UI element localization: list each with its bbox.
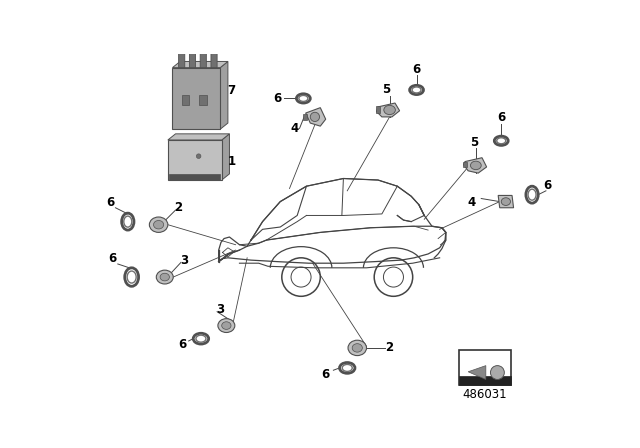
Ellipse shape xyxy=(221,322,231,329)
Text: 4: 4 xyxy=(468,196,476,209)
Text: 1: 1 xyxy=(228,155,236,168)
Text: 2: 2 xyxy=(385,341,394,354)
Bar xyxy=(303,114,307,120)
Ellipse shape xyxy=(218,319,235,332)
Ellipse shape xyxy=(160,273,170,281)
Ellipse shape xyxy=(149,217,168,233)
Polygon shape xyxy=(376,103,399,117)
Text: 6: 6 xyxy=(108,252,116,265)
Text: 5: 5 xyxy=(470,136,479,149)
Text: 3: 3 xyxy=(216,303,224,316)
Text: 6: 6 xyxy=(321,367,330,381)
Polygon shape xyxy=(221,134,230,180)
Bar xyxy=(463,162,467,167)
Bar xyxy=(172,68,220,129)
Bar xyxy=(376,106,380,113)
Polygon shape xyxy=(172,61,228,68)
Circle shape xyxy=(196,154,201,159)
Polygon shape xyxy=(468,366,486,379)
Text: 6: 6 xyxy=(107,196,115,209)
Polygon shape xyxy=(211,51,217,68)
Text: 4: 4 xyxy=(291,122,299,135)
Polygon shape xyxy=(498,195,513,208)
Polygon shape xyxy=(179,51,185,68)
Ellipse shape xyxy=(154,220,164,229)
Text: 6: 6 xyxy=(273,92,282,105)
Polygon shape xyxy=(200,51,206,68)
Text: 6: 6 xyxy=(179,338,187,351)
Text: 6: 6 xyxy=(412,63,420,76)
Text: 2: 2 xyxy=(174,201,182,214)
Bar xyxy=(459,350,511,385)
Text: 6: 6 xyxy=(543,179,552,192)
Text: 5: 5 xyxy=(381,83,390,96)
Ellipse shape xyxy=(470,161,481,170)
Polygon shape xyxy=(306,108,326,126)
Text: 486031: 486031 xyxy=(463,388,508,401)
Polygon shape xyxy=(168,134,230,140)
Text: 3: 3 xyxy=(180,254,188,267)
Ellipse shape xyxy=(348,340,367,356)
Text: 7: 7 xyxy=(228,84,236,97)
Bar xyxy=(182,95,189,104)
Ellipse shape xyxy=(352,344,362,352)
Bar xyxy=(170,174,220,180)
Bar xyxy=(168,140,221,180)
Ellipse shape xyxy=(501,198,511,206)
Circle shape xyxy=(310,112,319,121)
Polygon shape xyxy=(220,61,228,129)
Circle shape xyxy=(490,366,504,379)
Text: 6: 6 xyxy=(497,111,506,124)
Ellipse shape xyxy=(384,105,396,115)
Ellipse shape xyxy=(156,270,173,284)
Polygon shape xyxy=(463,158,486,173)
Bar xyxy=(200,95,207,104)
Polygon shape xyxy=(189,51,196,68)
Bar xyxy=(459,375,511,385)
